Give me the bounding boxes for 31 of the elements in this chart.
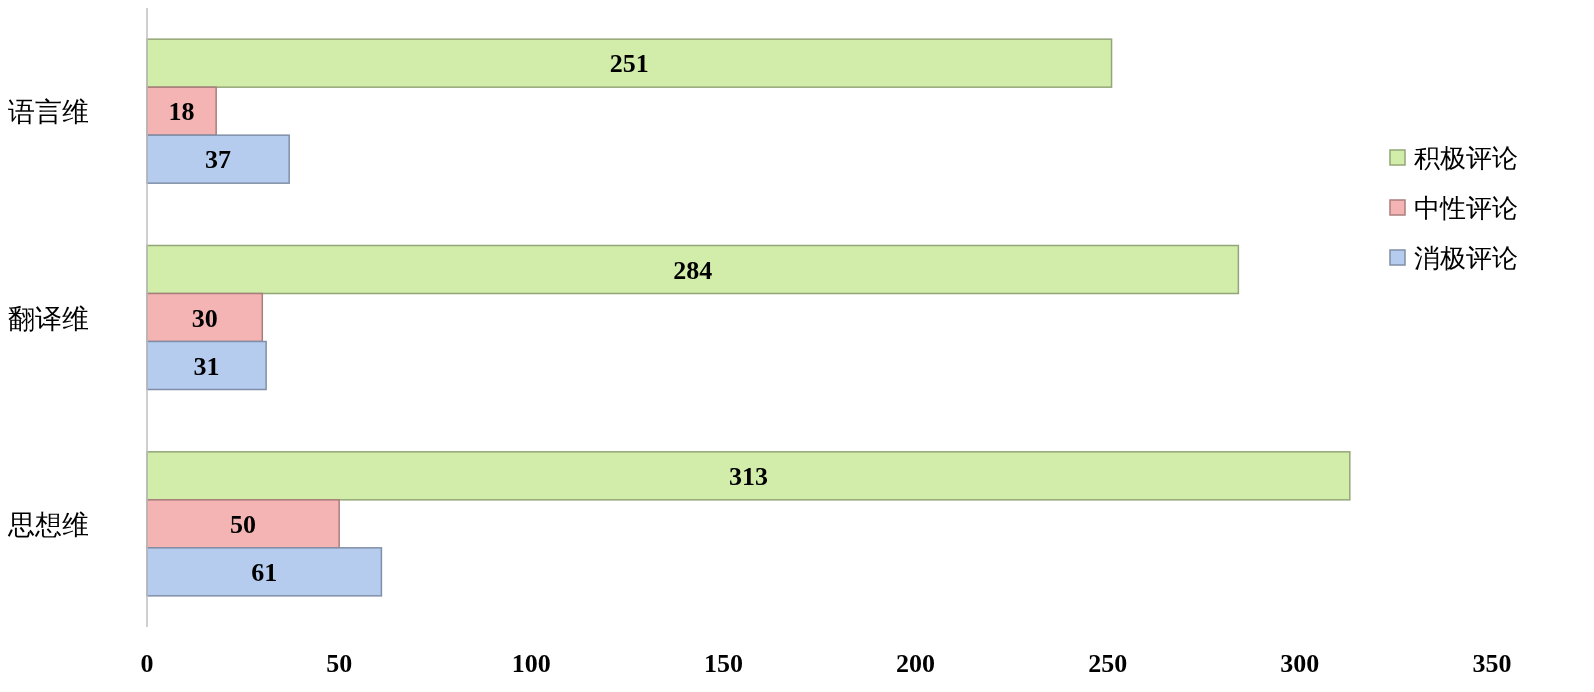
x-tick-label: 300 (1280, 649, 1320, 678)
data-label: 30 (191, 303, 218, 333)
data-label: 284 (673, 255, 713, 285)
bar (146, 451, 1351, 501)
x-tick-label: 250 (1088, 649, 1128, 678)
data-label: 37 (205, 145, 232, 175)
y-tick-label: 翻译维 (8, 302, 89, 334)
bar (146, 340, 267, 391)
data-label: 61 (251, 557, 278, 587)
legend-label: 积极评论 (1414, 143, 1518, 173)
y-tick-label: 思想维 (7, 508, 89, 540)
x-tick-label: 100 (511, 649, 551, 678)
bar (146, 134, 290, 184)
x-tick-label: 0 (140, 649, 154, 678)
bar (146, 292, 264, 343)
data-label: 313 (728, 461, 768, 491)
bar (146, 547, 383, 597)
data-label: 50 (230, 509, 257, 539)
x-tick-label: 150 (703, 649, 743, 678)
bar (146, 244, 1240, 295)
data-label: 18 (168, 97, 195, 127)
bar (146, 38, 1113, 88)
x-tick-label: 50 (326, 649, 353, 678)
y-tick-label: 语言维 (8, 96, 89, 128)
data-label: 31 (193, 351, 220, 381)
bar (146, 499, 340, 549)
legend-label: 消极评论 (1414, 243, 1518, 273)
x-tick-label: 350 (1472, 649, 1512, 678)
data-label: 251 (609, 49, 649, 79)
legend-label: 中性评论 (1414, 193, 1518, 223)
x-tick-label: 200 (896, 649, 936, 678)
